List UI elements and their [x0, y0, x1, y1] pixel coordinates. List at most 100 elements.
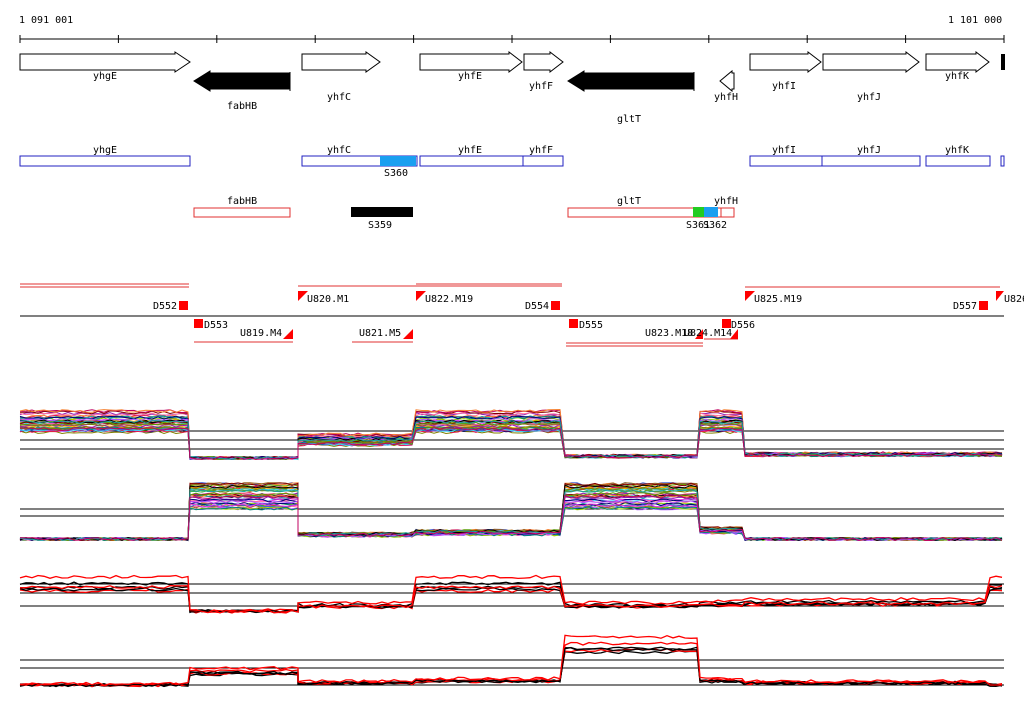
down-label-D553: D553 [204, 320, 228, 331]
segment-label-S362: S362 [703, 220, 727, 231]
gene-arrow-yhfE[interactable] [419, 50, 523, 74]
gene-arrow-track: yhgE fabHB yhfC yhfE yhfF gltT yhfH yhfI… [19, 50, 1005, 125]
up-marker-U821[interactable] [403, 329, 413, 339]
forward-label-yhfC: yhfC [327, 145, 351, 156]
forward-box-yhfF[interactable] [522, 155, 564, 167]
forward-label-yhfF: yhfF [529, 145, 553, 156]
forward-profile-curves [19, 408, 1003, 461]
up-label-U819: U819.M4 [240, 328, 282, 339]
expression-curve [19, 634, 1002, 686]
up-marker-U819[interactable] [283, 329, 293, 339]
down-label-D555: D555 [579, 320, 603, 331]
down-marker-D557[interactable] [979, 301, 988, 310]
forward-box-yhfE[interactable] [419, 155, 524, 167]
up-marker-U826[interactable] [996, 291, 1004, 301]
expression-curve [19, 574, 1003, 613]
segment-S362[interactable] [704, 207, 718, 217]
forward-box-yhfK[interactable] [925, 155, 991, 167]
forward-box-yhfC[interactable] [301, 155, 418, 167]
gene-label-yhfI: yhfI [772, 81, 796, 92]
up-label-U826: U826 [1004, 294, 1024, 305]
expression-curve [19, 408, 1003, 461]
gene-arrow-yhfK[interactable] [925, 50, 990, 74]
gene-label-yhgE: yhgE [93, 71, 117, 82]
up-label-U820: U820.M1 [307, 294, 349, 305]
forward-box-yhfI[interactable] [749, 155, 823, 167]
up-marker-U822[interactable] [416, 291, 426, 301]
gene-arrow-yhfJ[interactable] [822, 50, 920, 74]
down-marker-D554[interactable] [551, 301, 560, 310]
reverse-box-yhfH[interactable] [720, 207, 735, 218]
down-marker-D555[interactable] [569, 319, 578, 328]
forward-label-yhfE: yhfE [458, 145, 482, 156]
expression-panel-reverse-summary [19, 634, 1004, 688]
gene-label-yhfK: yhfK [945, 71, 969, 82]
ruler-ticks [19, 35, 1005, 43]
gene-arrow-edge-partial[interactable] [1001, 54, 1005, 70]
transcript-unit-track [20, 283, 1000, 347]
gene-arrow-yhfF[interactable] [523, 50, 564, 74]
forward-label-yhfJ: yhfJ [857, 145, 881, 156]
reverse-summary-curves [19, 634, 1003, 688]
forward-label-yhfK: yhfK [945, 145, 969, 156]
expression-curve [19, 641, 1003, 687]
up-label-U823: U823.M18 [645, 328, 693, 339]
down-label-D554: D554 [525, 301, 549, 312]
expression-curve [19, 494, 1003, 542]
gene-label-yhfC: yhfC [327, 92, 351, 103]
up-label-U822: U822.M19 [425, 294, 473, 305]
segment-label-S361: S361 [686, 220, 710, 231]
gene-label-yhfF: yhfF [529, 81, 553, 92]
up-marker-U824[interactable] [730, 329, 738, 339]
expression-panel-forward-summary [19, 574, 1004, 614]
expression-curve [19, 646, 1003, 688]
segment-label-S360: S360 [384, 168, 408, 179]
expression-curve [19, 585, 1003, 614]
segment-S360[interactable] [380, 156, 416, 166]
forward-box-yhfJ[interactable] [821, 155, 921, 167]
gene-arrow-yhfH[interactable] [719, 69, 735, 93]
expression-curve [19, 506, 1003, 542]
expression-panel-forward-profiles [19, 408, 1004, 461]
forward-label-yhgE: yhgE [93, 145, 117, 156]
gene-arrow-fabHB[interactable] [193, 70, 291, 92]
down-label-D556: D556 [731, 320, 755, 331]
up-marker-U825[interactable] [745, 291, 755, 301]
transcript-markers: D552 D553 D554 D555 D556 D557 U820.M1 U8… [153, 291, 1024, 339]
reverse-label-gltT: gltT [617, 196, 641, 207]
down-label-D552: D552 [153, 301, 177, 312]
gene-arrow-yhgE[interactable] [19, 51, 191, 73]
down-marker-D556[interactable] [722, 319, 731, 328]
up-marker-U820[interactable] [298, 291, 308, 301]
down-label-D557: D557 [953, 301, 977, 312]
gene-label-fabHB: fabHB [227, 101, 257, 112]
down-marker-D552[interactable] [179, 301, 188, 310]
gene-arrow-yhfC[interactable] [301, 51, 381, 73]
ruler-start-label: 1 091 001 [19, 15, 73, 26]
up-marker-U823[interactable] [695, 329, 703, 339]
reverse-annotation-track: fabHB S359 gltT S361 S362 yhfH [193, 196, 738, 231]
reverse-label-fabHB: fabHB [227, 196, 257, 207]
forward-summary-curves [19, 574, 1003, 614]
gene-arrow-yhfI[interactable] [749, 50, 822, 74]
up-label-U821: U821.M5 [359, 328, 401, 339]
gene-label-gltT: gltT [617, 114, 641, 125]
segment-label-S359: S359 [368, 220, 392, 231]
expression-curve [19, 419, 1003, 460]
reverse-box-fabHB[interactable] [193, 207, 291, 218]
forward-label-yhfI: yhfI [772, 145, 796, 156]
forward-box-yhgE[interactable] [19, 155, 191, 167]
expression-curve [19, 581, 1003, 614]
expression-panel-reverse-profiles [19, 482, 1004, 542]
gene-arrow-gltT[interactable] [567, 70, 695, 92]
ruler-end-label: 1 101 000 [948, 15, 1002, 26]
gene-label-yhfE: yhfE [458, 71, 482, 82]
up-label-U824: U824.M14 [684, 328, 732, 339]
down-marker-D553[interactable] [194, 319, 203, 328]
reverse-label-yhfH: yhfH [714, 196, 738, 207]
forward-box-partial[interactable] [1000, 155, 1005, 167]
expression-curve [19, 427, 1003, 460]
forward-annotation-track: yhgE yhfC S360 yhfE yhfF yhfI yhfJ yhfK [19, 145, 1005, 179]
segment-S361[interactable] [693, 207, 704, 217]
segment-S359[interactable] [351, 207, 413, 217]
